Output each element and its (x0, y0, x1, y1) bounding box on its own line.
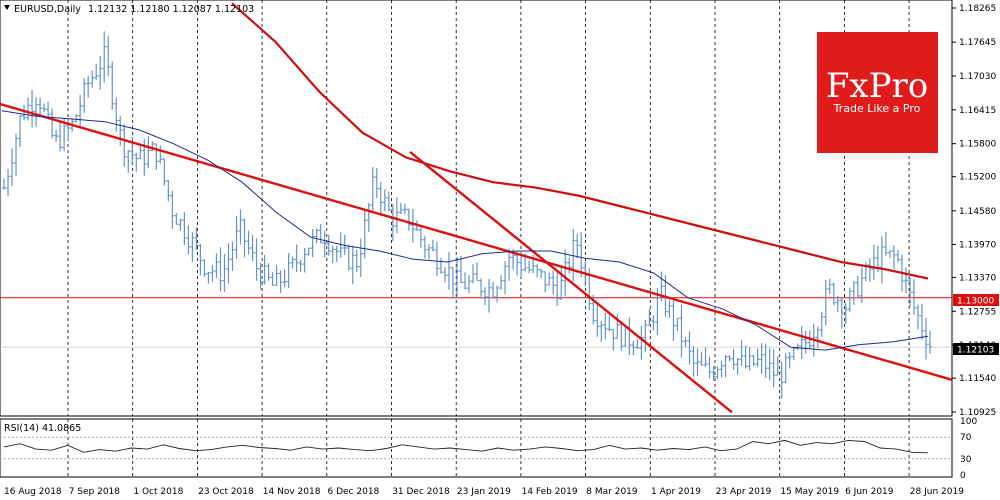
ohlc-values: 1.12132 1.12180 1.12087 1.12103 (88, 4, 254, 15)
rsi-line (3, 439, 929, 454)
moving-averages (1, 2, 929, 351)
price-badges: 1.13000 1.12103 (953, 294, 999, 356)
x-tick-label: 23 Oct 2018 (198, 487, 254, 497)
level-badge (953, 294, 999, 306)
level-badge-label: 1.13000 (957, 297, 994, 307)
rsi-lines (0, 436, 952, 460)
y-tick-label: 1.18265 (959, 4, 996, 14)
x-tick-label: 23 Jan 2019 (457, 487, 511, 497)
x-tick-label: 6 Dec 2018 (328, 487, 380, 497)
red-moving-average (231, 2, 929, 280)
y-tick-label: 1.12755 (959, 307, 996, 317)
x-tick-label: 14 Nov 2018 (263, 487, 321, 497)
y-tick-label: 1.17030 (959, 72, 996, 82)
y-tick-label: 1.15800 (959, 140, 996, 150)
price-bars (2, 31, 932, 399)
main-panel-frame (0, 0, 953, 417)
time-axis: 16 Aug 2018 7 Sep 2018 1 Oct 2018 23 Oct 20… (4, 487, 964, 497)
rsi-panel-frame (0, 418, 953, 478)
vertical-gridlines (67, 0, 910, 477)
x-tick-label: 31 Dec 2018 (392, 487, 450, 497)
rsi-label: RSI(14) 41.0865 (4, 423, 81, 434)
y-tick-label: 1.16415 (959, 106, 996, 116)
x-tick-label: 7 Sep 2018 (69, 487, 121, 497)
y-tick-label: 1.11540 (959, 374, 996, 384)
rsi-tick-label: 100 (960, 417, 977, 427)
blue-moving-average (1, 110, 929, 351)
chart-header: EURUSD,Daily 1.12132 1.12180 1.12087 1.1… (4, 4, 254, 15)
fxpro-logo: FxPro Trade Like a Pro (817, 32, 938, 153)
y-tick-label: 1.15200 (959, 173, 996, 183)
x-tick-label: 23 Apr 2019 (716, 487, 772, 497)
y-tick-label: 1.17645 (959, 38, 996, 48)
rsi-tick-label: 70 (960, 433, 972, 443)
y-tick-label: 1.13370 (959, 273, 996, 283)
y-tick-label: 1.13970 (959, 240, 996, 250)
logo-background (817, 32, 938, 153)
x-tick-label: 1 Apr 2019 (651, 487, 701, 497)
rsi-tick-label: 30 (960, 455, 972, 465)
logo-wordmark: FxPro (826, 66, 928, 106)
x-tick-label: 14 Feb 2019 (522, 487, 578, 497)
x-tick-label: 6 Jun 2019 (845, 487, 894, 497)
x-tick-label: 8 Mar 2019 (586, 487, 638, 497)
rsi-axis: 100 70 30 0 (960, 417, 977, 481)
channel-lower-trend-line (0, 102, 953, 381)
channel-left-trend-line (409, 150, 733, 414)
x-tick-label: 15 May 2019 (780, 487, 839, 497)
x-tick-label: 1 Oct 2018 (133, 487, 183, 497)
symbol-label: EURUSD,Daily (14, 4, 81, 15)
logo-slogan: Trade Like a Pro (833, 102, 921, 115)
y-tick-label: 1.10925 (959, 408, 996, 418)
x-tick-label: 16 Aug 2018 (4, 487, 62, 497)
y-tick-label: 1.14580 (959, 207, 996, 217)
rsi-tick-label: 0 (960, 471, 966, 481)
trend-lines (0, 102, 953, 414)
triangle-down-icon (4, 5, 10, 10)
current-price-badge (953, 343, 999, 355)
x-tick-label: 28 Jun 2019 (910, 487, 964, 497)
current-price-label: 1.12103 (957, 346, 994, 356)
